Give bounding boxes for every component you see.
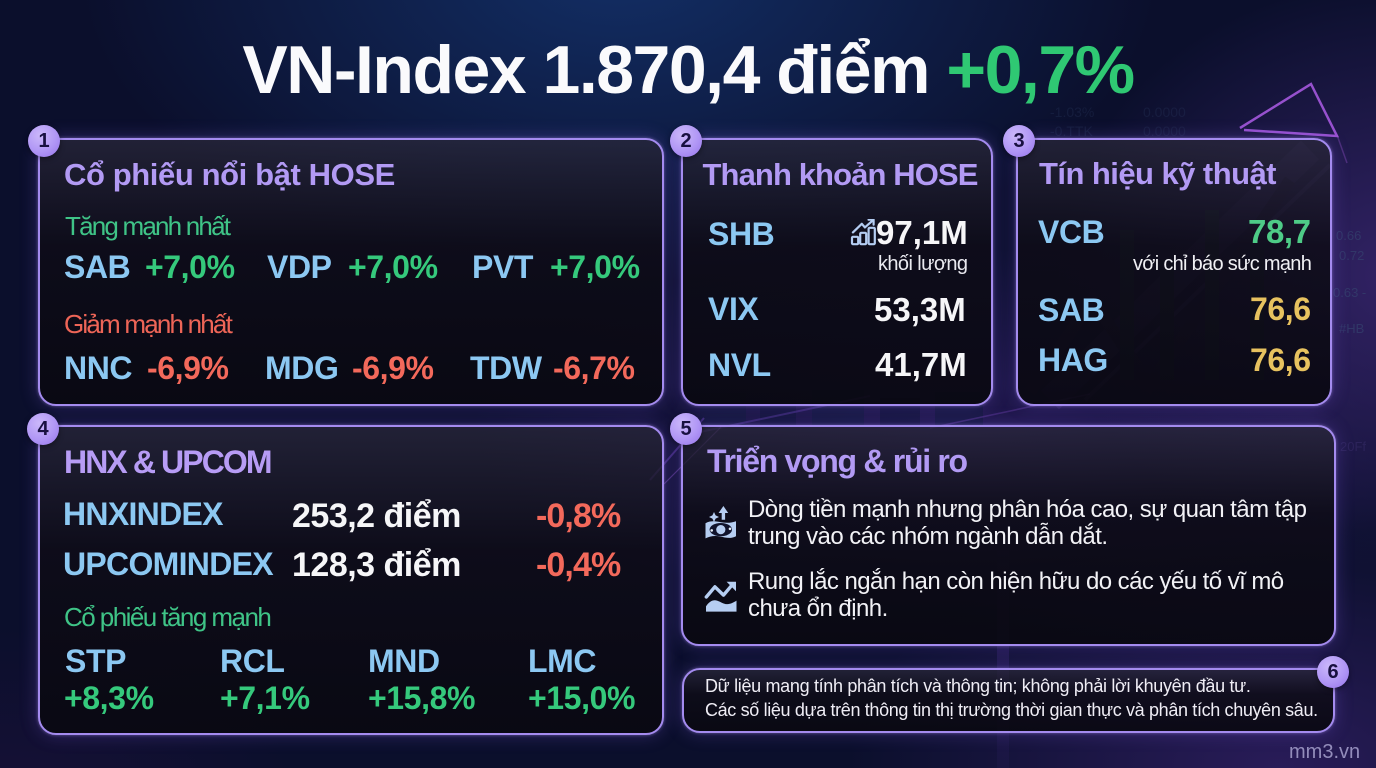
svg-text:0.72: 0.72 bbox=[1339, 248, 1364, 263]
svg-text:0.0000: 0.0000 bbox=[1143, 104, 1186, 120]
svg-text:0.63 -: 0.63 - bbox=[1333, 285, 1366, 300]
svg-text:#HB: #HB bbox=[1339, 321, 1364, 336]
svg-text:-1.03%: -1.03% bbox=[1050, 104, 1094, 120]
svg-text:-0.TTK: -0.TTK bbox=[1050, 123, 1093, 139]
svg-text:20Ff: 20Ff bbox=[1340, 439, 1366, 454]
svg-text:0.0000: 0.0000 bbox=[1143, 123, 1186, 139]
svg-text:0.66: 0.66 bbox=[1336, 228, 1361, 243]
